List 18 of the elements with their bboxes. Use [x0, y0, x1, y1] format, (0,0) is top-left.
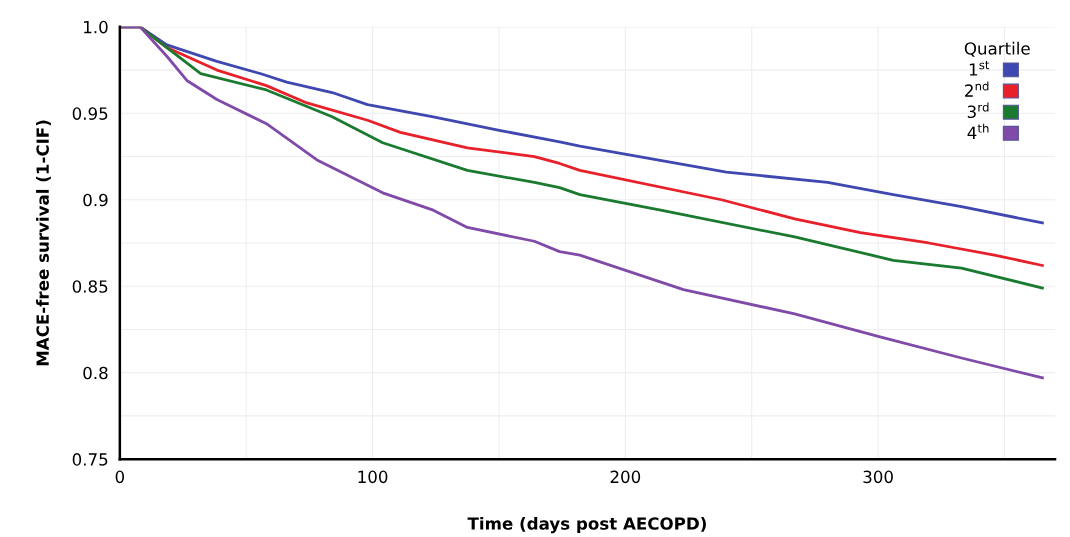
x-tick-label: 100 — [358, 470, 388, 484]
y-tick-label: 1.0 — [84, 20, 108, 34]
legend-label: 2$^{nd}$ — [965, 81, 989, 97]
y-tick-label: 0.85 — [72, 280, 108, 293]
line-series — [119, 26, 1044, 380]
y-tick-label: 0.8 — [83, 366, 108, 380]
legend-label: 4$^{th}$ — [967, 123, 989, 139]
y-tick-label: 0.75 — [72, 453, 108, 466]
x-axis-title: Time (days post AECOPD) — [467, 516, 706, 534]
x-tick-label: 300 — [863, 470, 893, 484]
legend-title: Quartile — [964, 41, 1030, 57]
y-tick-label: 0.9 — [83, 193, 108, 207]
y-tick-label: 0.95 — [72, 107, 108, 120]
legend-label: 1$^{st}$ — [969, 60, 990, 76]
y-axis-title: MACE-free survival (1-CIF) — [36, 120, 51, 366]
x-tick-label: 0 — [115, 470, 125, 484]
legend-label: 3$^{rd}$ — [967, 102, 989, 119]
x-tick-label: 200 — [610, 470, 641, 484]
